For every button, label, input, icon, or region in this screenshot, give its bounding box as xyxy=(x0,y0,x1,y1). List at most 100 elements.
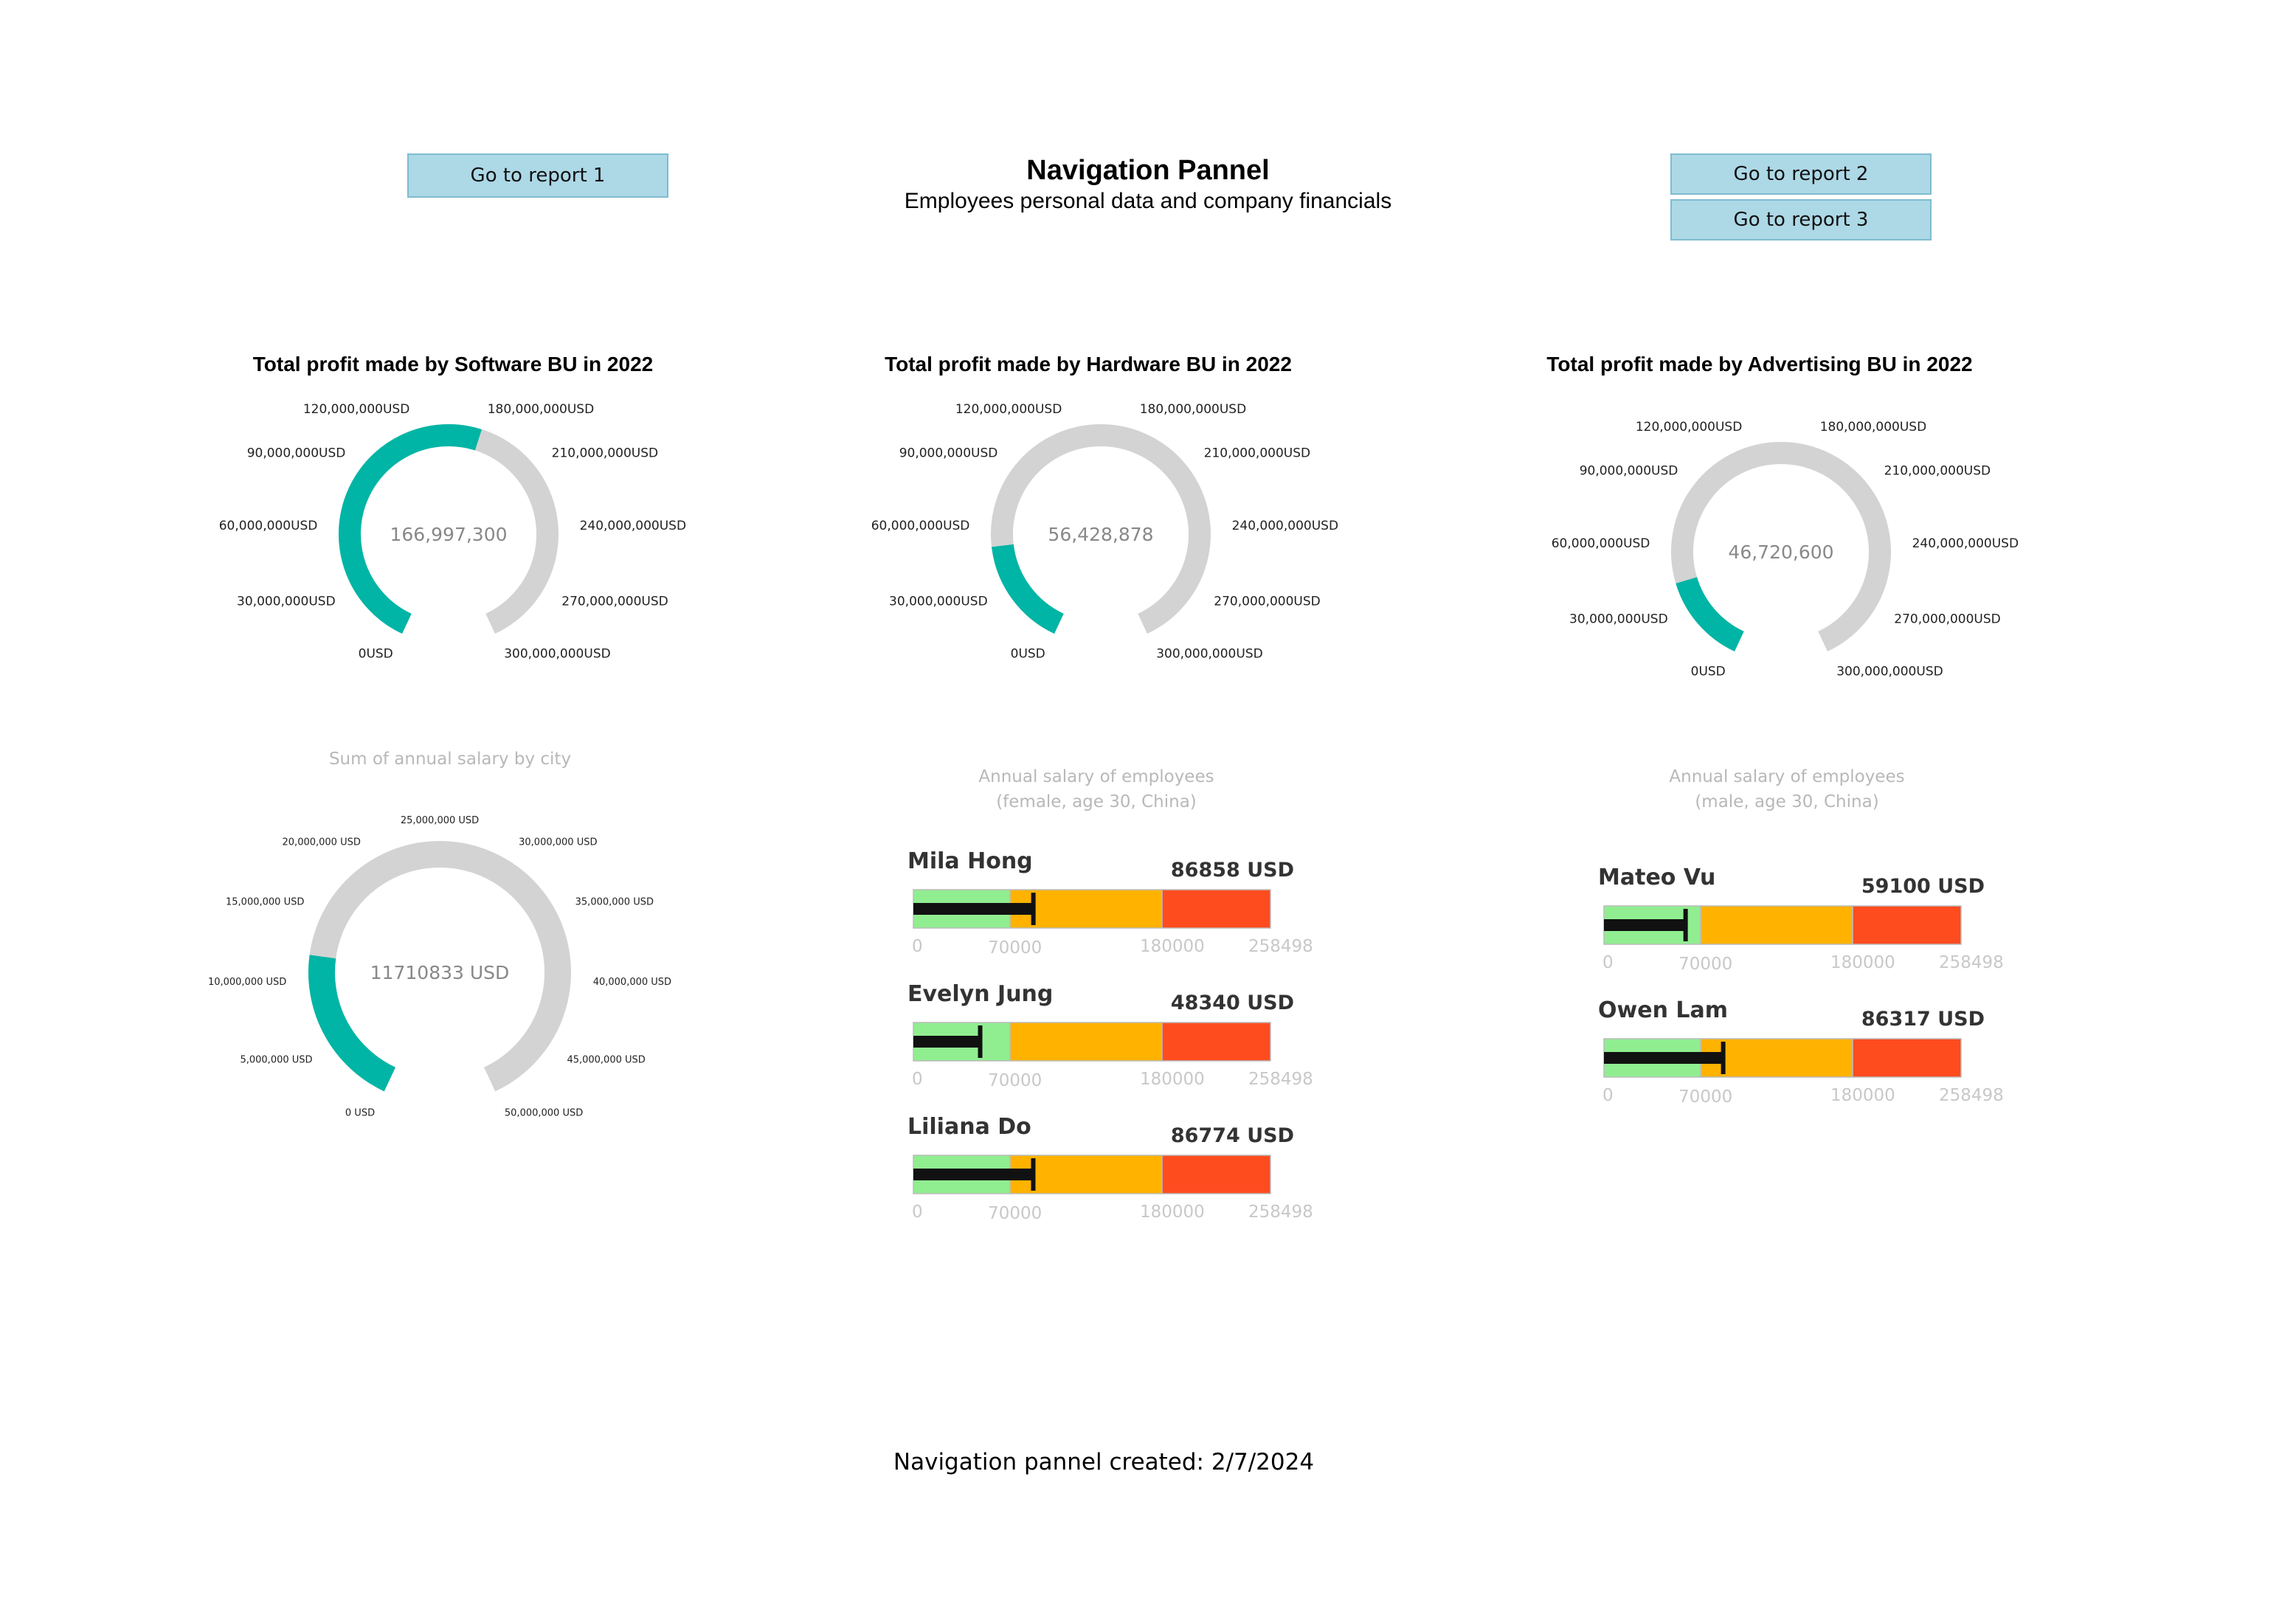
hardware-gauge-tick-label: 0USD xyxy=(1011,646,1045,661)
male-axis-tick: 0 xyxy=(1602,1086,1614,1105)
female-person-name: Mila Hong xyxy=(907,848,1033,874)
male-band-2 xyxy=(1700,1038,1853,1078)
salary-by-city-gauge: 11710833 USD 0 USD 5,000,000 USD 10,000,000… xyxy=(208,815,671,1119)
software-gauge-tick-label: 0USD xyxy=(359,646,393,661)
female-axis-tick: 70000 xyxy=(988,938,1042,958)
female-bullet-chart: 0 70000 180000 258498 xyxy=(912,1155,1313,1223)
software-gauge-center-value: 166,997,300 xyxy=(390,524,507,545)
female-salary-title: Annual salary of employees (female, age … xyxy=(838,764,1355,814)
male-person-name: Owen Lam xyxy=(1598,997,1728,1023)
city-gauge-value-arc xyxy=(308,955,396,1092)
female-axis-tick: 180000 xyxy=(1140,1070,1205,1089)
male-axis-tick: 258498 xyxy=(1939,953,2004,972)
female-axis-tick: 0 xyxy=(912,1070,923,1089)
go-to-report-3-button[interactable]: Go to report 3 xyxy=(1670,199,1932,240)
hardware-profit-gauge: 56,428,878 0USD 30,000,000USD 60,000,000USD… xyxy=(871,402,1338,661)
male-bullet-chart: 0 70000 180000 258498 xyxy=(1602,1038,2004,1107)
city-gauge-tick-label: 40,000,000 USD xyxy=(593,977,671,988)
city-gauge-tick-label: 35,000,000 USD xyxy=(575,896,654,907)
female-person-value: 86774 USD xyxy=(1170,1124,1294,1147)
female-person-value: 86858 USD xyxy=(1170,859,1294,882)
female-axis-tick: 0 xyxy=(912,937,923,956)
hardware-gauge-center-value: 56,428,878 xyxy=(1048,524,1153,545)
advertising-gauge-title: Total profit made by Advertising BU in 2… xyxy=(1546,353,1973,376)
male-person-name: Mateo Vu xyxy=(1598,865,1716,890)
advertising-gauge-tick-label: 240,000,000USD xyxy=(1912,536,2019,551)
city-gauge-tick-label: 45,000,000 USD xyxy=(567,1054,645,1065)
male-axis-tick: 70000 xyxy=(1678,1087,1732,1107)
male-axis-tick: 0 xyxy=(1602,953,1614,972)
software-gauge-tick-label: 120,000,000USD xyxy=(303,402,409,417)
male-value-bar xyxy=(1604,919,1686,931)
female-band-2 xyxy=(1009,1022,1163,1062)
advertising-gauge-value-arc xyxy=(1676,576,1745,652)
advertising-gauge-tick-label: 60,000,000USD xyxy=(1552,536,1650,551)
female-bullet-chart: 0 70000 180000 258498 xyxy=(912,889,1313,958)
advertising-gauge-tick-label: 180,000,000USD xyxy=(1820,420,1926,435)
go-to-report-1-button[interactable]: Go to report 1 xyxy=(407,153,668,198)
software-gauge-tick-label: 180,000,000USD xyxy=(488,402,594,417)
software-gauge-tick-label: 210,000,000USD xyxy=(552,446,658,461)
female-value-bar xyxy=(913,1169,1034,1180)
go-to-report-2-button[interactable]: Go to report 2 xyxy=(1670,153,1932,195)
female-salary-title-line1: Annual salary of employees xyxy=(978,767,1214,786)
male-salary-title: Annual salary of employees (male, age 30… xyxy=(1529,764,2045,814)
software-gauge-tick-label: 240,000,000USD xyxy=(580,519,686,533)
female-value-marker xyxy=(1031,1158,1036,1191)
hardware-gauge-title: Total profit made by Hardware BU in 2022 xyxy=(885,353,1292,376)
advertising-gauge-center-value: 46,720,600 xyxy=(1728,541,1833,563)
male-value-marker xyxy=(1683,909,1688,941)
city-gauge-tick-label: 30,000,000 USD xyxy=(519,837,597,848)
advertising-gauge-tick-label: 120,000,000USD xyxy=(1636,420,1742,435)
male-value-bar xyxy=(1604,1052,1723,1064)
male-value-marker xyxy=(1721,1042,1726,1074)
salary-by-city-title: Sum of annual salary by city xyxy=(328,750,572,769)
city-gauge-tick-label: 5,000,000 USD xyxy=(240,1054,312,1065)
city-gauge-tick-label: 0 USD xyxy=(345,1108,375,1119)
female-axis-tick: 258498 xyxy=(1248,1202,1313,1222)
city-gauge-tick-label: 25,000,000 USD xyxy=(401,815,479,826)
hardware-gauge-tick-label: 30,000,000USD xyxy=(889,594,988,609)
page-subtitle: Employees personal data and company fina… xyxy=(904,189,1392,213)
female-axis-tick: 180000 xyxy=(1140,937,1205,956)
software-gauge-value-arc xyxy=(339,424,482,634)
software-gauge-tick-label: 90,000,000USD xyxy=(247,446,346,461)
male-salary-title-line2: (male, age 30, China) xyxy=(1695,792,1879,812)
software-profit-gauge: 166,997,300 0USD 30,000,000USD 60,000,000US… xyxy=(219,402,686,661)
advertising-gauge-tick-label: 0USD xyxy=(1691,664,1726,679)
city-gauge-center-value: 11710833 USD xyxy=(370,962,510,983)
software-gauge-tick-label: 60,000,000USD xyxy=(219,519,318,533)
female-value-marker xyxy=(1031,893,1036,925)
female-band-3 xyxy=(1161,1022,1271,1062)
female-axis-tick: 70000 xyxy=(988,1204,1042,1223)
software-gauge-tick-label: 30,000,000USD xyxy=(237,594,336,609)
software-gauge-tick-label: 270,000,000USD xyxy=(561,594,668,609)
female-person-value: 48340 USD xyxy=(1170,992,1294,1014)
advertising-gauge-tick-label: 90,000,000USD xyxy=(1580,464,1678,479)
hardware-gauge-tick-label: 270,000,000USD xyxy=(1214,594,1320,609)
hardware-gauge-tick-label: 180,000,000USD xyxy=(1140,402,1246,417)
female-bullet-chart: 0 70000 180000 258498 xyxy=(912,1022,1313,1090)
male-person-value: 86317 USD xyxy=(1861,1008,1985,1031)
male-person-value: 59100 USD xyxy=(1861,875,1985,898)
male-axis-tick: 180000 xyxy=(1830,1086,1895,1105)
female-value-bar xyxy=(913,1036,981,1048)
male-band-3 xyxy=(1852,1038,1962,1078)
advertising-gauge-tick-label: 30,000,000USD xyxy=(1569,612,1668,626)
page-title: Navigation Pannel xyxy=(1026,155,1270,186)
advertising-gauge-tick-label: 300,000,000USD xyxy=(1836,664,1943,679)
advertising-profit-gauge: 46,720,600 0USD 30,000,000USD 60,000,000USD… xyxy=(1552,420,2019,679)
female-value-marker xyxy=(978,1025,983,1058)
city-gauge-tick-label: 50,000,000 USD xyxy=(505,1108,583,1119)
hardware-gauge-tick-label: 120,000,000USD xyxy=(955,402,1062,417)
hardware-gauge-tick-label: 60,000,000USD xyxy=(871,519,970,533)
hardware-gauge-tick-label: 210,000,000USD xyxy=(1204,446,1310,461)
advertising-gauge-tick-label: 210,000,000USD xyxy=(1884,464,1991,479)
female-salary-title-line2: (female, age 30, China) xyxy=(996,792,1197,812)
software-gauge-tick-label: 300,000,000USD xyxy=(504,646,610,661)
male-salary-title-line1: Annual salary of employees xyxy=(1669,767,1905,786)
male-bullet-chart: 0 70000 180000 258498 xyxy=(1602,905,2004,974)
city-gauge-tick-label: 10,000,000 USD xyxy=(208,977,286,988)
female-axis-tick: 180000 xyxy=(1140,1202,1205,1222)
female-band-3 xyxy=(1161,889,1271,929)
